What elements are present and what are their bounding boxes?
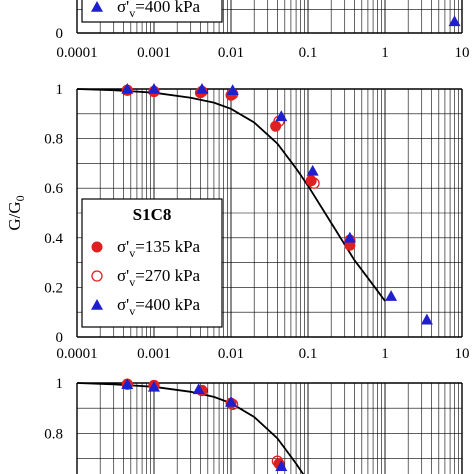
- data-point-filled-circle: [305, 175, 317, 187]
- x-tick-label: 10: [455, 45, 470, 61]
- x-tick-label: 10: [455, 346, 470, 362]
- x-tick-label: 1: [381, 346, 389, 362]
- y-tick-label: 0.4: [44, 231, 63, 247]
- data-point-triangle: [420, 313, 433, 325]
- y-axis-label: G/G0: [5, 195, 27, 230]
- x-tick-label: 0.001: [137, 346, 171, 362]
- x-tick-label: 0.01: [218, 45, 244, 61]
- data-point-open-circle: [271, 455, 284, 467]
- legend-title: S1C8: [133, 205, 172, 224]
- y-tick-label: 0.8: [44, 132, 63, 148]
- data-point-filled-circle: [91, 241, 103, 253]
- x-tick-label: 0.0001: [56, 346, 97, 362]
- data-point-triangle: [275, 110, 288, 122]
- data-point-triangle: [343, 231, 356, 243]
- data-point-triangle: [448, 15, 461, 27]
- data-point-triangle: [385, 290, 398, 301]
- y-tick-label: 0: [56, 330, 64, 346]
- top-legend: σ'v=400 kPa: [81, 0, 223, 23]
- data-point-triangle: [195, 83, 208, 94]
- bottom-panel: 10.8: [44, 376, 463, 474]
- data-point-open-circle: [91, 270, 103, 282]
- y-tick-label: 0: [56, 26, 64, 42]
- x-tick-label: 0.1: [299, 45, 318, 61]
- data-point-triangle: [192, 383, 205, 395]
- legend-label: σ'v=400 kPa: [117, 0, 201, 20]
- y-tick-label: 0.8: [44, 426, 63, 442]
- reference-curve: [76, 382, 305, 474]
- data-point-triangle: [225, 395, 237, 407]
- data-point-triangle: [306, 164, 319, 176]
- data-point-open-circle: [308, 177, 320, 189]
- x-tick-label: 0.001: [137, 45, 171, 61]
- data-point-triangle: [91, 1, 103, 12]
- data-point-triangle: [275, 460, 288, 471]
- y-tick-label: 1: [56, 376, 64, 392]
- x-tick-label: 0.0001: [56, 45, 97, 61]
- data-point-triangle: [148, 380, 160, 392]
- legend-label: σ'v=135 kPa: [117, 237, 201, 260]
- y-tick-label: 1: [56, 82, 64, 98]
- x-tick-label: 0.1: [299, 346, 318, 362]
- data-point-triangle: [121, 83, 134, 94]
- legend-label: σ'v=270 kPa: [117, 266, 201, 289]
- x-tick-label: 1: [381, 45, 389, 61]
- middle-panel: 0 0.2 0.4 0.6 0.8 1 0.0001 0.001 0.01 0.1 1 10 G/G0 S…: [5, 82, 470, 362]
- data-point-triangle: [226, 84, 239, 96]
- y-tick-label: 0.2: [44, 280, 63, 296]
- top-panel: σ'v=400 kPa 0 0.0001 0.001 0.01 0.1 1 10: [56, 0, 470, 61]
- legend-box: [81, 0, 223, 23]
- x-tick-label: 0.01: [218, 346, 244, 362]
- data-point-triangle: [148, 83, 160, 94]
- data-point-triangle: [121, 378, 134, 390]
- legend-box: [81, 198, 223, 328]
- legend: S1C8 σ'v=135 kPa σ'v=270 kPa σ'v=400 kPa: [81, 198, 223, 328]
- data-point-triangle: [91, 299, 103, 310]
- legend-label: σ'v=400 kPa: [117, 295, 201, 318]
- reference-curve: [76, 88, 386, 302]
- y-tick-label: 0.6: [44, 181, 63, 197]
